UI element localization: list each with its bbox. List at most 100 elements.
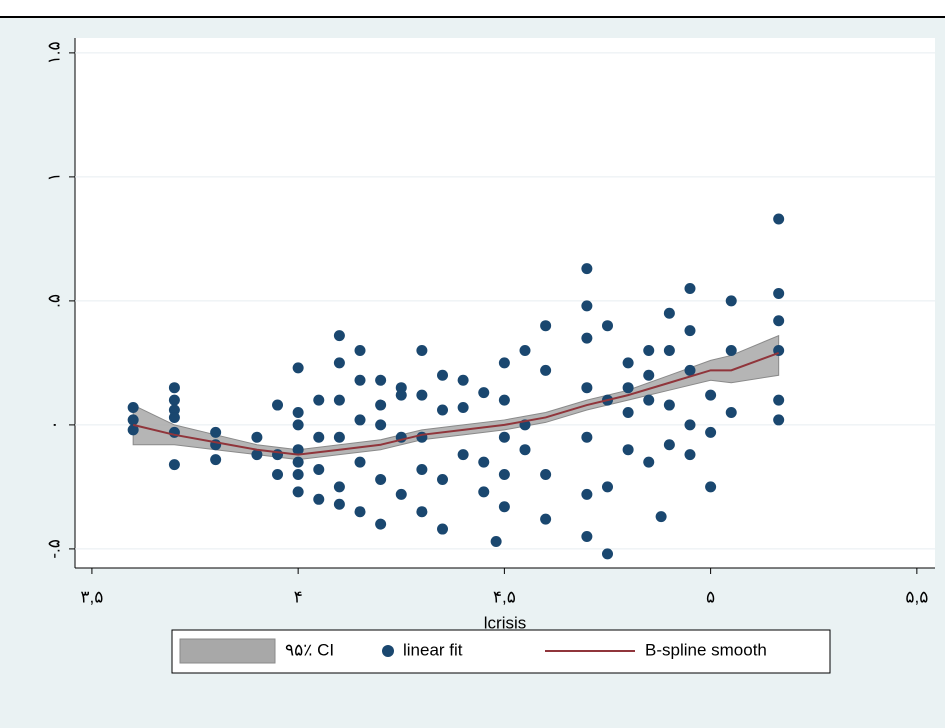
point bbox=[375, 518, 387, 530]
point bbox=[210, 454, 222, 466]
point bbox=[622, 382, 634, 394]
point bbox=[498, 431, 510, 443]
point bbox=[601, 320, 613, 332]
point bbox=[540, 320, 552, 332]
point bbox=[292, 456, 304, 468]
point bbox=[643, 456, 655, 468]
point bbox=[478, 456, 490, 468]
point bbox=[684, 325, 696, 337]
plot-region bbox=[75, 38, 935, 568]
point bbox=[395, 488, 407, 500]
point bbox=[725, 344, 737, 356]
point bbox=[292, 419, 304, 431]
x-tick-label: ۵ bbox=[706, 587, 715, 606]
point bbox=[581, 488, 593, 500]
y-tick-label: ۱ bbox=[44, 172, 63, 181]
point bbox=[643, 344, 655, 356]
point bbox=[168, 411, 180, 423]
point bbox=[705, 481, 717, 493]
point bbox=[127, 414, 139, 426]
point bbox=[773, 394, 785, 406]
y-tick-label: ۰ bbox=[44, 420, 63, 429]
point bbox=[272, 399, 284, 411]
point bbox=[622, 444, 634, 456]
legend-key bbox=[382, 645, 394, 657]
point bbox=[581, 431, 593, 443]
point bbox=[416, 464, 428, 476]
point bbox=[416, 506, 428, 518]
y-tick-label: .۵ bbox=[44, 294, 63, 308]
point bbox=[354, 414, 366, 426]
point bbox=[333, 498, 345, 510]
point bbox=[519, 344, 531, 356]
point bbox=[490, 535, 502, 547]
point bbox=[127, 424, 139, 436]
point bbox=[168, 382, 180, 394]
point bbox=[705, 389, 717, 401]
point bbox=[540, 468, 552, 480]
point bbox=[643, 369, 655, 381]
point bbox=[333, 394, 345, 406]
ci-band bbox=[132, 334, 780, 461]
point bbox=[251, 449, 263, 461]
point bbox=[498, 394, 510, 406]
x-tick-label: ۵,۵ bbox=[905, 587, 928, 606]
point bbox=[272, 468, 284, 480]
point bbox=[292, 486, 304, 498]
point bbox=[684, 449, 696, 461]
point bbox=[333, 330, 345, 342]
legend-key bbox=[179, 638, 276, 664]
point bbox=[622, 357, 634, 369]
point bbox=[519, 444, 531, 456]
point bbox=[313, 493, 325, 505]
point bbox=[581, 531, 593, 543]
point bbox=[375, 473, 387, 485]
point bbox=[498, 501, 510, 513]
point bbox=[478, 486, 490, 498]
point bbox=[663, 344, 675, 356]
point bbox=[581, 332, 593, 344]
point bbox=[292, 468, 304, 480]
point bbox=[581, 263, 593, 275]
point bbox=[292, 406, 304, 418]
point bbox=[684, 419, 696, 431]
y-tick-label: -.۵ bbox=[44, 539, 63, 559]
point bbox=[416, 389, 428, 401]
point bbox=[437, 369, 449, 381]
point bbox=[705, 426, 717, 438]
point bbox=[581, 382, 593, 394]
point bbox=[168, 394, 180, 406]
point bbox=[663, 439, 675, 451]
point bbox=[725, 295, 737, 307]
point bbox=[292, 444, 304, 456]
point bbox=[457, 449, 469, 461]
point bbox=[375, 419, 387, 431]
point bbox=[773, 414, 785, 426]
point bbox=[684, 364, 696, 376]
point bbox=[292, 362, 304, 374]
point bbox=[333, 357, 345, 369]
point bbox=[395, 389, 407, 401]
point bbox=[684, 282, 696, 294]
point bbox=[601, 481, 613, 493]
point bbox=[210, 426, 222, 438]
point bbox=[601, 548, 613, 560]
point bbox=[333, 481, 345, 493]
legend-label: B-spline smooth bbox=[645, 640, 767, 659]
x-axis-label: lcrisis bbox=[484, 613, 527, 632]
point bbox=[313, 431, 325, 443]
y-tick-label: ۱.۵ bbox=[44, 41, 63, 64]
point bbox=[375, 399, 387, 411]
point bbox=[663, 399, 675, 411]
legend bbox=[171, 629, 831, 674]
point bbox=[375, 374, 387, 386]
x-tick-label: ۳,۵ bbox=[80, 587, 103, 606]
point bbox=[643, 394, 655, 406]
point bbox=[725, 406, 737, 418]
point bbox=[313, 394, 325, 406]
legend-label: ۹۵٪ CI bbox=[285, 640, 334, 659]
point bbox=[437, 404, 449, 416]
x-tick-label: ۴ bbox=[294, 587, 303, 606]
point bbox=[313, 464, 325, 476]
point bbox=[540, 364, 552, 376]
